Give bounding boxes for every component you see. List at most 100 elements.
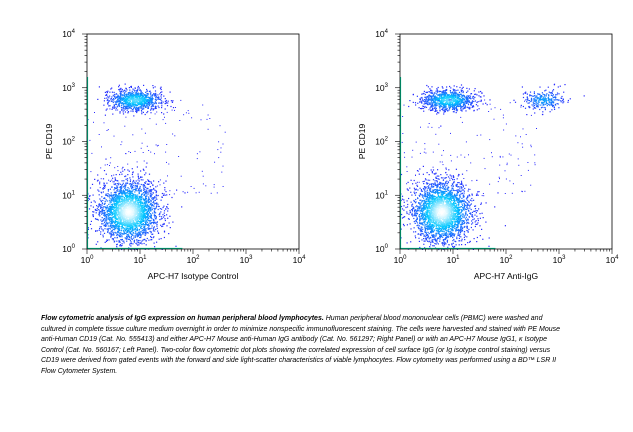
event-dot: [460, 180, 463, 182]
event-dot: [157, 205, 159, 207]
event-dot: [138, 205, 140, 207]
event-dot: [119, 203, 121, 206]
event-dot: [114, 183, 117, 185]
event-dot: [118, 212, 120, 214]
event-dot: [115, 191, 117, 193]
event-dot: [434, 238, 436, 240]
event-dot: [125, 116, 127, 118]
event-dot: [104, 220, 106, 222]
event-dot: [434, 199, 436, 201]
event-dot: [122, 95, 124, 97]
y-tick-label: 101: [62, 190, 75, 200]
event-dot: [142, 216, 144, 218]
event-dot: [136, 241, 138, 243]
event-dot: [139, 189, 141, 191]
event-dot: [110, 236, 112, 238]
event-dot: [463, 206, 465, 208]
event-dot: [149, 93, 152, 95]
event-dot: [418, 173, 420, 175]
event-dot: [128, 212, 130, 215]
event-dot: [143, 242, 145, 245]
event-dot: [116, 223, 118, 225]
event-dot: [425, 201, 427, 203]
event-dot: [134, 182, 136, 185]
event-dot: [148, 225, 150, 227]
event-dot: [480, 203, 482, 205]
event-dot: [466, 214, 468, 216]
event-dot: [145, 216, 147, 218]
event-dot: [462, 207, 464, 209]
event-dot: [103, 185, 106, 187]
event-dot: [136, 196, 138, 198]
event-dot: [458, 240, 460, 242]
event-dot: [138, 106, 140, 108]
event-dot: [157, 232, 159, 234]
event-dot: [436, 239, 438, 241]
event-dot: [98, 229, 100, 231]
event-dot: [89, 223, 92, 225]
event-dot: [120, 205, 122, 207]
event-dot: [476, 215, 478, 217]
event-dot: [429, 215, 431, 217]
event-dot: [126, 236, 128, 238]
event-dot: [128, 196, 130, 198]
event-dot: [448, 220, 450, 223]
event-dot: [132, 104, 134, 106]
event-dot: [116, 221, 118, 223]
event-dot: [435, 191, 437, 193]
event-dot: [139, 236, 141, 239]
event-dot: [449, 231, 451, 233]
event-dot: [420, 207, 422, 209]
event-dot: [437, 178, 439, 180]
event-dot: [153, 207, 155, 209]
event-dot: [124, 83, 126, 85]
event-dot: [217, 149, 219, 151]
event-dot: [437, 228, 439, 230]
event-dot: [109, 209, 111, 211]
event-dot: [112, 113, 114, 115]
event-dot: [426, 199, 428, 201]
event-dot: [132, 100, 134, 102]
event-dot: [139, 232, 141, 234]
event-dot: [118, 226, 120, 228]
event-dot: [122, 200, 124, 202]
event-dot: [126, 104, 128, 106]
event-dot: [151, 205, 153, 207]
event-dot: [115, 232, 117, 234]
event-dot: [101, 196, 103, 198]
event-dot: [112, 195, 114, 197]
event-dot: [452, 179, 454, 181]
event-dot: [137, 89, 139, 91]
event-dot: [147, 100, 149, 103]
event-dot: [169, 215, 171, 217]
event-dot: [108, 214, 110, 216]
event-dot: [466, 225, 468, 227]
event-dot: [129, 225, 131, 227]
event-dot: [420, 215, 422, 217]
event-dot: [163, 212, 165, 214]
event-dot: [120, 218, 122, 220]
event-dot: [154, 230, 156, 232]
event-dot: [456, 238, 458, 240]
event-dot: [121, 222, 123, 224]
event-dot: [142, 223, 144, 225]
event-dot: [129, 208, 132, 210]
event-dot: [131, 238, 133, 240]
event-dot: [152, 109, 154, 111]
event-dot: [129, 104, 131, 106]
event-dot: [144, 205, 146, 207]
event-dot: [131, 98, 133, 100]
event-dot: [167, 208, 169, 210]
event-dot: [105, 109, 107, 111]
event-dot: [119, 223, 121, 225]
event-dot: [447, 235, 450, 237]
event-dot: [99, 204, 101, 206]
event-dot: [116, 183, 118, 185]
event-dot: [113, 232, 115, 234]
event-dot: [141, 208, 143, 210]
event-dot: [213, 184, 215, 186]
event-dot: [140, 176, 142, 178]
event-dot: [442, 203, 444, 205]
event-dot: [141, 100, 143, 102]
event-dot: [92, 215, 94, 217]
